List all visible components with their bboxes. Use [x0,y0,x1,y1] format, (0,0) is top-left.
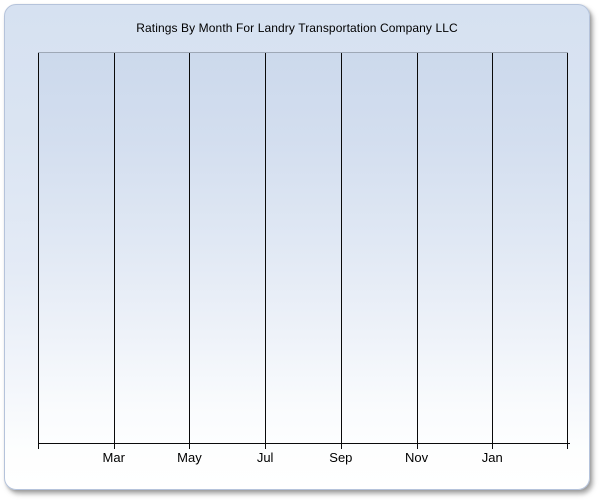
chart-title: Ratings By Month For Landry Transportati… [136,21,458,35]
x-axis-line [38,443,570,444]
x-tick-label: Mar [102,450,125,465]
x-tick-label: Jul [256,450,274,465]
x-tick-label: Sep [329,450,353,465]
gridline [340,53,342,449]
x-tick-label: May [177,450,202,465]
plot-area: Mar May Jul Sep Nov Jan [38,52,570,465]
gridline [189,53,191,449]
x-tick-label: Nov [405,450,429,465]
gridline [38,53,39,449]
gridline [113,53,115,449]
gridline [492,53,494,449]
x-tick-label: Jan [481,450,503,465]
chart-panel: Ratings By Month For Landry Transportati… [4,4,590,490]
gridline [567,53,568,449]
gridline [265,53,267,449]
gridline [416,53,418,449]
